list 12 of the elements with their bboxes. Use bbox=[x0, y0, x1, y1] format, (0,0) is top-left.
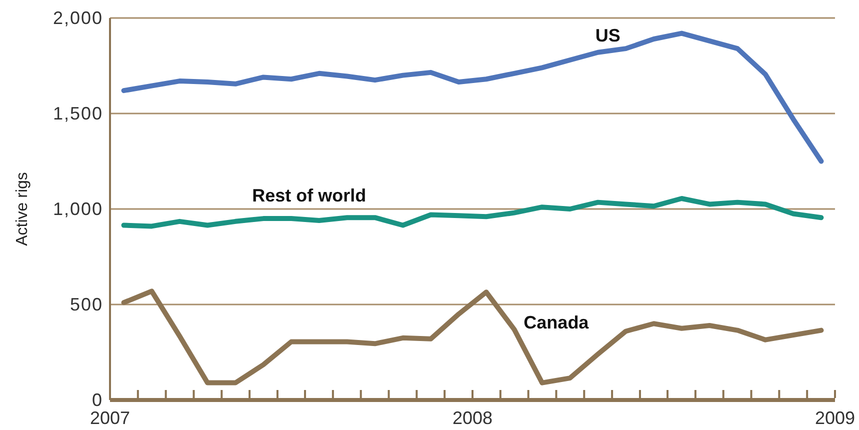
series-label: Rest of world bbox=[252, 185, 366, 206]
x-tick-label: 2009 bbox=[814, 408, 856, 428]
y-tick-label: 1,000 bbox=[52, 199, 103, 219]
y-tick-label: 0 bbox=[92, 390, 103, 410]
y-tick-label: 500 bbox=[70, 294, 103, 314]
x-tick-label: 2007 bbox=[90, 408, 130, 428]
x-tick-label: 2008 bbox=[452, 408, 493, 428]
series-label: US bbox=[595, 25, 620, 46]
y-tick-label: 2,000 bbox=[52, 8, 103, 28]
series-label: Canada bbox=[524, 312, 590, 332]
y-axis-title: Active rigs bbox=[14, 172, 30, 246]
y-tick-label: 1,500 bbox=[52, 104, 103, 124]
